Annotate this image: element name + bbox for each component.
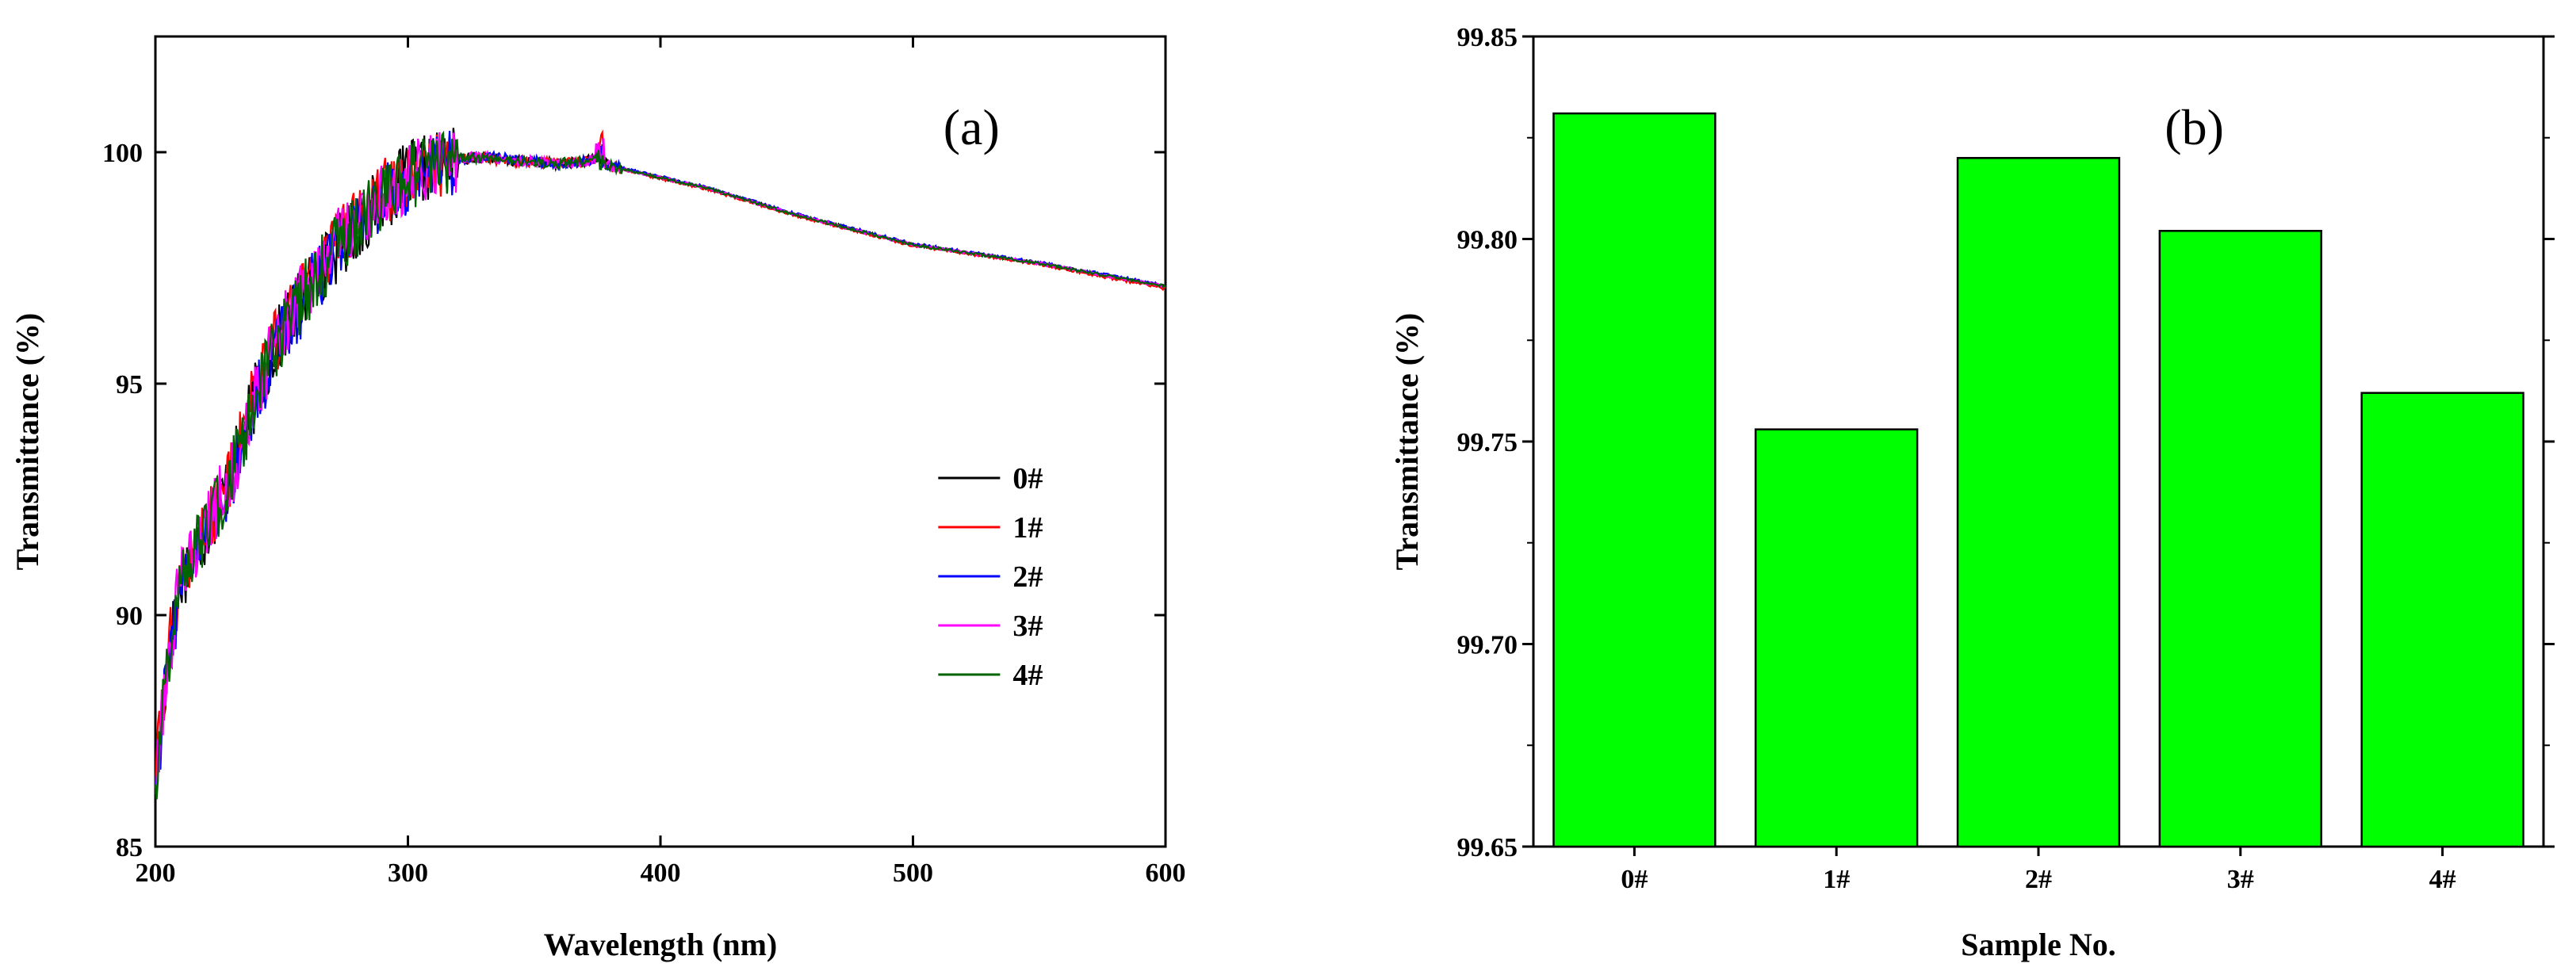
panel-label: (b)	[2165, 99, 2224, 155]
axis-ticks: 0# 1# 2# 3# 4# 99.65 99.70 99.75 99.80 99.85	[1457, 23, 2555, 894]
legend: 0# 1# 2# 3# 4#	[938, 462, 1043, 692]
legend-label: 1#	[1012, 511, 1043, 545]
x-tick-label: 4#	[2429, 865, 2456, 894]
axis-ticks: 200 300 400 500 600 85 90 95 100	[102, 36, 1186, 888]
x-axis-title: Sample No.	[1961, 927, 2116, 962]
y-tick-label: 95	[116, 370, 143, 400]
x-tick-label: 500	[893, 858, 933, 888]
y-tick-label: 85	[116, 833, 143, 862]
x-tick-label: 400	[641, 858, 681, 888]
x-tick-label: 0#	[1621, 865, 1648, 894]
bar-4	[2360, 392, 2524, 848]
y-axis-title: Transmittance (%)	[1389, 313, 1425, 571]
bars-group	[1552, 112, 2524, 848]
series-line-4	[154, 130, 1166, 800]
series-group	[154, 128, 1166, 800]
x-tick-label: 2#	[2025, 865, 2052, 894]
legend-label: 4#	[1012, 659, 1043, 692]
y-axis-title: Transmittance (%)	[10, 313, 45, 571]
legend-label: 0#	[1012, 462, 1043, 495]
y-tick-label: 99.70	[1457, 631, 1518, 660]
y-tick-label: 90	[116, 602, 143, 631]
y-tick-label: 99.65	[1457, 833, 1518, 862]
x-tick-label: 600	[1146, 858, 1186, 888]
y-tick-label: 99.85	[1457, 23, 1518, 52]
bar-2	[1956, 157, 2121, 848]
bar-3	[2158, 230, 2322, 848]
line-chart-panel: 200 300 400 500 600 85 90 95 100 (a) Wavelength …	[10, 35, 1186, 962]
x-tick-label: 200	[136, 858, 176, 888]
x-tick-label: 1#	[1823, 865, 1850, 894]
y-tick-label: 100	[102, 139, 143, 168]
legend-label: 3#	[1012, 610, 1043, 643]
bar-1	[1755, 428, 1919, 848]
x-tick-label: 300	[388, 858, 428, 888]
y-tick-label: 99.80	[1457, 226, 1518, 255]
bar-0	[1552, 112, 1717, 848]
x-axis-title: Wavelength (nm)	[544, 927, 777, 962]
y-tick-label: 99.75	[1457, 428, 1518, 457]
plot-frame	[154, 35, 1167, 848]
panel-label: (a)	[944, 99, 1000, 155]
legend-label: 2#	[1012, 560, 1043, 594]
x-tick-label: 3#	[2227, 865, 2254, 894]
